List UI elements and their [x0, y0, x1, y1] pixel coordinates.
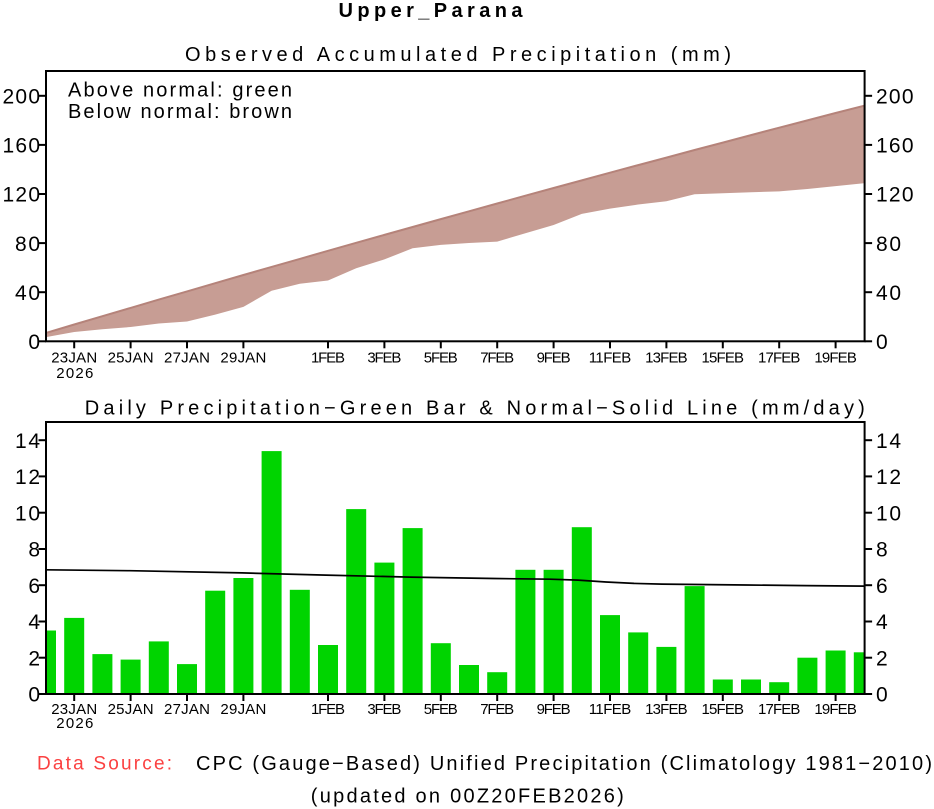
svg-text:160: 160 — [3, 135, 41, 158]
svg-text:9FEB: 9FEB — [537, 350, 571, 367]
svg-text:5FEB: 5FEB — [424, 701, 458, 718]
svg-text:7FEB: 7FEB — [480, 350, 514, 367]
svg-text:29JAN: 29JAN — [220, 350, 266, 367]
svg-text:13FEB: 13FEB — [645, 350, 688, 367]
svg-text:4: 4 — [876, 611, 888, 634]
svg-text:Above normal: green: Above normal: green — [68, 80, 292, 102]
svg-text:4: 4 — [28, 611, 40, 634]
svg-text:40: 40 — [876, 282, 901, 305]
svg-text:25JAN: 25JAN — [108, 701, 154, 718]
svg-text:6: 6 — [28, 575, 40, 598]
svg-text:15FEB: 15FEB — [702, 350, 745, 367]
svg-text:27JAN: 27JAN — [164, 350, 210, 367]
svg-text:0: 0 — [876, 684, 888, 707]
svg-text:12: 12 — [15, 466, 40, 489]
svg-text:40: 40 — [15, 282, 40, 305]
svg-text:12: 12 — [876, 466, 901, 489]
svg-text:10: 10 — [876, 502, 901, 525]
svg-text:11FEB: 11FEB — [589, 350, 632, 367]
svg-text:3FEB: 3FEB — [367, 701, 401, 718]
svg-text:17FEB: 17FEB — [758, 350, 801, 367]
svg-text:15FEB: 15FEB — [702, 701, 745, 718]
svg-text:120: 120 — [876, 184, 914, 207]
svg-text:2026: 2026 — [56, 365, 93, 382]
svg-text:Upper_Parana: Upper_Parana — [339, 0, 525, 22]
svg-text:Daily Precipitation−Green Bar: Daily Precipitation−Green Bar & Normal−S… — [85, 398, 865, 420]
svg-text:14: 14 — [876, 430, 901, 453]
svg-text:14: 14 — [15, 430, 40, 453]
svg-text:27JAN: 27JAN — [164, 701, 210, 718]
svg-text:8: 8 — [28, 539, 40, 562]
svg-text:19FEB: 19FEB — [814, 701, 857, 718]
svg-text:0: 0 — [28, 331, 40, 354]
svg-text:2: 2 — [28, 647, 40, 670]
svg-text:Data Source:: Data Source: — [37, 753, 172, 774]
svg-text:5FEB: 5FEB — [424, 350, 458, 367]
svg-text:80: 80 — [876, 233, 901, 256]
svg-text:13FEB: 13FEB — [645, 701, 688, 718]
svg-text:17FEB: 17FEB — [758, 701, 801, 718]
svg-text:Observed Accumulated Precipita: Observed Accumulated Precipitation (mm) — [185, 44, 731, 66]
svg-text:23JAN: 23JAN — [51, 350, 97, 367]
svg-text:1FEB: 1FEB — [311, 701, 345, 718]
svg-text:23JAN: 23JAN — [51, 701, 97, 718]
svg-text:(updated on 00Z20FEB2026): (updated on 00Z20FEB2026) — [311, 785, 624, 807]
svg-text:Below normal: brown: Below normal: brown — [68, 101, 292, 123]
svg-text:7FEB: 7FEB — [480, 701, 514, 718]
svg-text:19FEB: 19FEB — [814, 350, 857, 367]
svg-text:0: 0 — [28, 684, 40, 707]
svg-text:8: 8 — [876, 539, 888, 562]
svg-text:6: 6 — [876, 575, 888, 598]
svg-text:2026: 2026 — [56, 715, 93, 732]
svg-text:11FEB: 11FEB — [589, 701, 632, 718]
svg-text:3FEB: 3FEB — [367, 350, 401, 367]
svg-text:25JAN: 25JAN — [108, 350, 154, 367]
svg-text:CPC (Gauge−Based) Unified Prec: CPC (Gauge−Based) Unified Precipitation … — [196, 753, 932, 775]
svg-text:0: 0 — [876, 331, 888, 354]
svg-text:200: 200 — [3, 86, 41, 109]
svg-text:120: 120 — [3, 184, 41, 207]
svg-text:80: 80 — [15, 233, 40, 256]
svg-text:10: 10 — [15, 502, 40, 525]
svg-text:1FEB: 1FEB — [311, 350, 345, 367]
svg-text:160: 160 — [876, 135, 914, 158]
svg-text:29JAN: 29JAN — [220, 701, 266, 718]
svg-text:2: 2 — [876, 647, 888, 670]
svg-text:200: 200 — [876, 86, 914, 109]
svg-text:9FEB: 9FEB — [537, 701, 571, 718]
